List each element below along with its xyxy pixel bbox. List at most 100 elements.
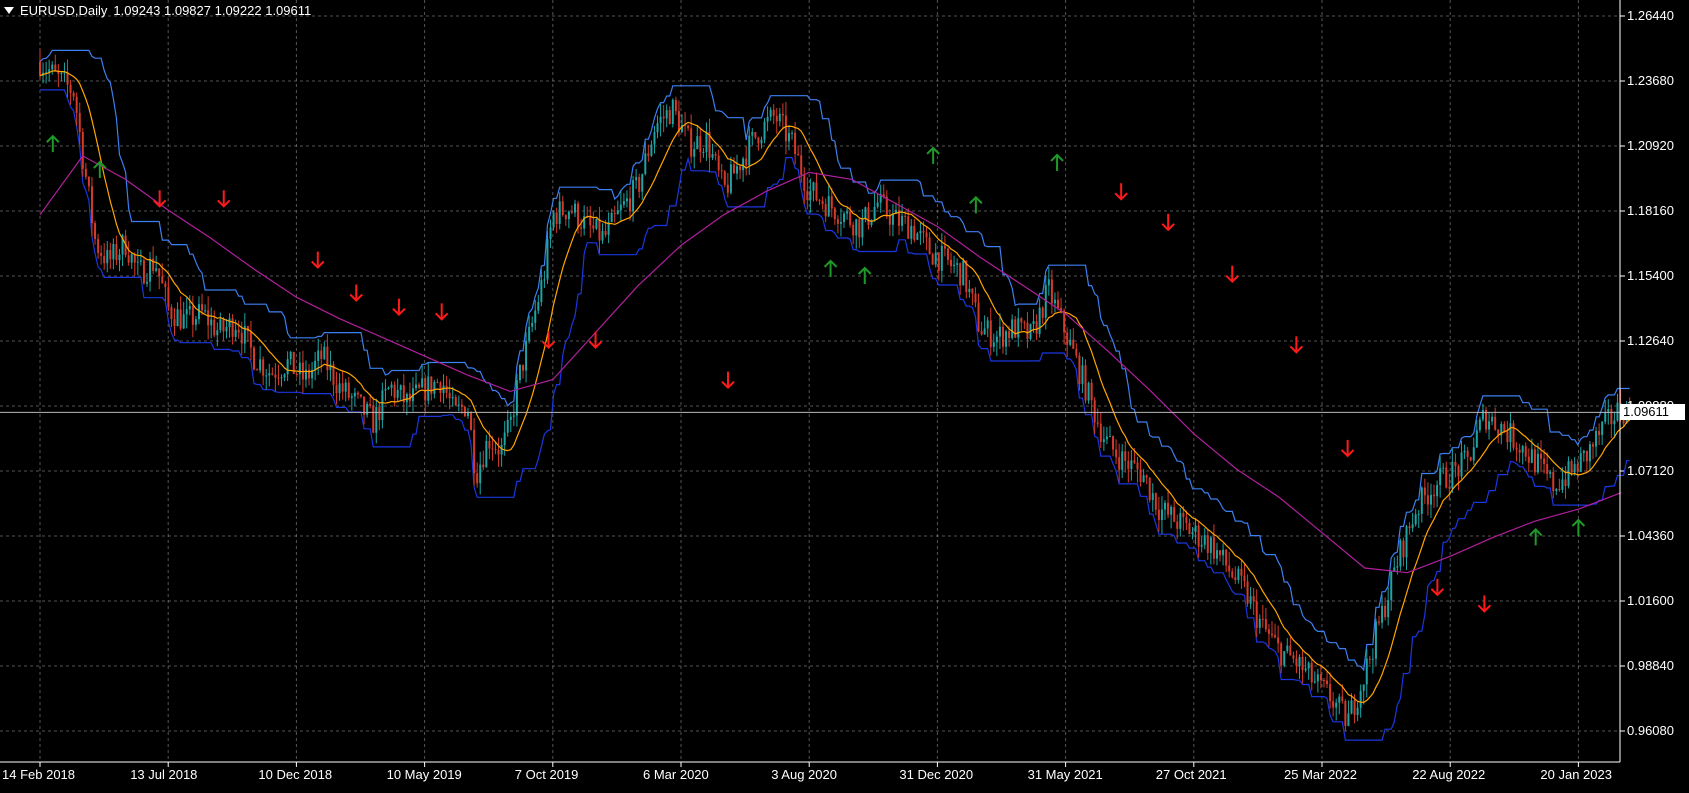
candle-body [953,264,956,267]
candle-body [237,329,240,333]
candle-body [690,128,693,157]
candle-body [898,210,901,226]
candle-body [473,429,476,474]
symbol-label: EURUSD,Daily [20,3,108,18]
candle-body [54,64,57,71]
triangle-down-icon[interactable] [4,7,14,14]
candle-body [1289,645,1292,656]
candle-body [968,288,971,292]
moving-averages [39,70,1631,704]
candle-body [876,202,879,207]
candle-body [1426,495,1429,505]
candle-body [506,419,509,433]
candle-body [980,331,983,335]
candle-body [635,177,638,181]
candle-body [259,359,262,371]
candle-body [1322,680,1325,682]
candle-body [757,137,760,144]
buy-arrow-icon [926,146,940,164]
candle-body [1368,658,1371,660]
candle-body [1436,485,1439,497]
chart-title-bar: EURUSD,Daily 1.09243 1.09827 1.09222 1.0… [4,3,311,18]
candle-body [436,381,439,383]
candle-body [815,182,818,201]
candle-body [323,346,326,359]
candle-body [1066,332,1069,345]
arrow-head [588,340,603,350]
candle-body [1264,619,1267,630]
candle-body [1301,656,1304,671]
candle-body [1215,550,1218,559]
candle-body [81,132,84,169]
candle-body [1408,526,1411,529]
candle-body [90,186,93,224]
candle-body [1356,707,1359,716]
candle-body [341,383,344,392]
arrow-head [93,160,107,169]
candle-body [1148,477,1151,501]
candle-body [225,327,228,332]
candle-body [176,309,179,326]
candle-body [1454,461,1457,466]
candle-body [558,201,561,224]
buy-arrow-icon [1050,153,1064,171]
candle-body [1283,651,1286,666]
candle-body [797,154,800,156]
sell-arrow-icon [349,284,363,302]
candle-body [292,351,295,375]
candle-body [1582,450,1585,454]
candle-body [916,233,919,240]
candle-body [1313,681,1316,683]
candle-body [1484,409,1487,430]
candle-body [338,383,341,394]
candle-body [1200,544,1203,547]
candle-body [674,99,677,112]
candle-body [552,212,555,228]
candle-body [629,198,632,212]
candle-body [1469,456,1472,461]
candle-body [512,415,515,417]
candle-body [989,320,992,347]
candle-body [445,385,448,393]
candle-body [133,254,136,263]
candle-body [836,219,839,224]
candle-body [1047,279,1050,286]
candle-body [940,245,943,271]
candle-body [304,369,307,380]
candle-body [684,124,687,126]
candle-body [1157,509,1160,521]
candle-body [75,96,78,113]
candle-body [317,350,320,361]
sell-arrow-icon [1430,578,1445,597]
date-tick-label: 10 May 2019 [386,767,462,782]
candle-body [907,216,910,239]
candle-body [1222,549,1225,556]
candle-body [372,405,375,433]
candle-body [1319,674,1322,681]
candle-body [1087,382,1090,401]
candle-body [136,261,139,263]
candle-body [1295,658,1298,667]
candle-body [463,406,466,417]
candle-body [595,219,598,229]
candle-body [57,70,60,75]
candle-body [1512,423,1515,448]
candle-body [1433,494,1436,497]
candle-body [1381,605,1384,623]
candle-body [1488,421,1491,430]
candle-body [106,249,109,264]
candle-body [1130,460,1133,470]
candle-body [121,235,124,255]
candle-body [525,340,528,371]
candle-body [240,332,243,344]
candle-body [384,389,387,391]
candle-body [1160,509,1163,521]
candle-body [424,378,427,401]
candle-body [222,319,225,332]
candle-body [1362,684,1365,691]
candle-body [653,132,656,145]
candle-body [1332,701,1335,708]
candle-body [1402,540,1405,558]
candle-body [1060,307,1063,311]
